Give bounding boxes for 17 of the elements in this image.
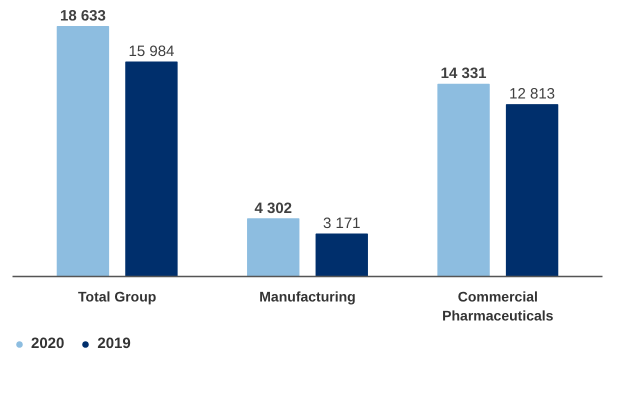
data-label: 4 302 — [254, 200, 292, 217]
bar — [247, 218, 300, 276]
x-tick-label: Manufacturing — [259, 288, 356, 304]
bar — [506, 104, 558, 276]
bar — [56, 26, 110, 276]
data-label: 15 984 — [128, 43, 174, 60]
x-tick-label: Total Group — [78, 288, 156, 304]
data-label: 18 633 — [60, 8, 106, 24]
data-label: 14 331 — [440, 65, 487, 82]
data-label: 3 171 — [322, 214, 361, 232]
bar — [125, 62, 178, 276]
bar — [316, 233, 368, 276]
x-tick-label: Commercial Pharmaceuticals — [442, 288, 554, 324]
bar — [437, 84, 490, 276]
data-label: 12 813 — [509, 86, 556, 103]
legend-label: 2020 — [31, 335, 64, 352]
legend-label: 2019 — [97, 335, 131, 352]
